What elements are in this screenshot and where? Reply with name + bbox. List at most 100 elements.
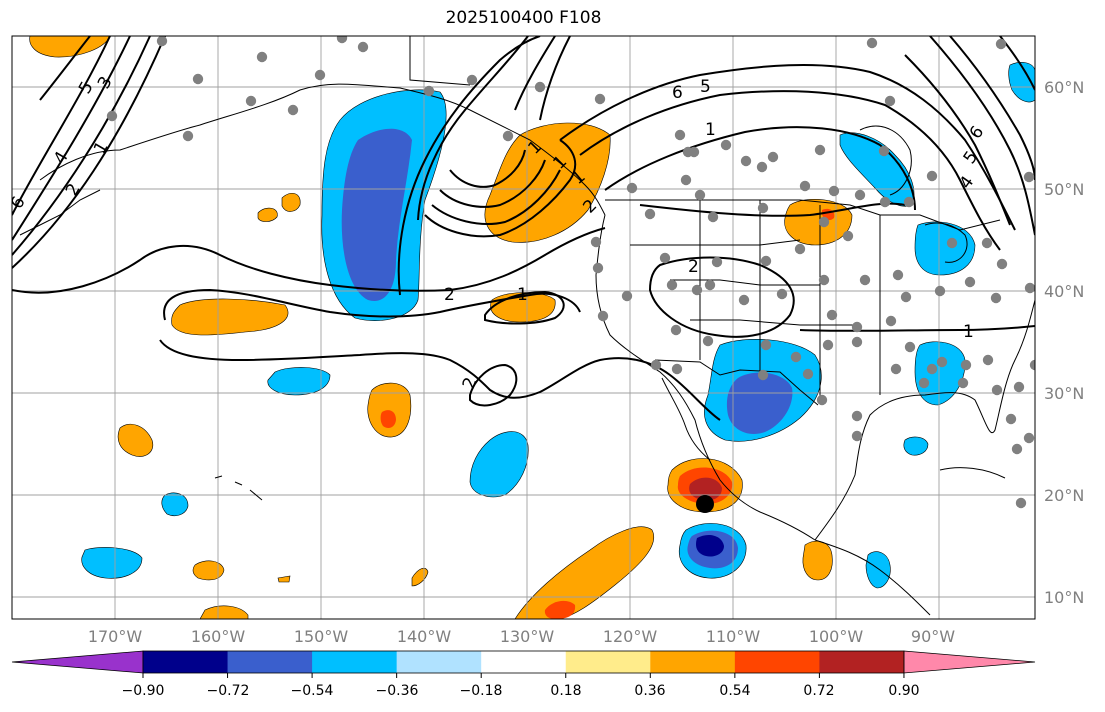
station-dot: [740, 155, 752, 167]
baja-coast: [661, 377, 711, 461]
contour-trough-3: [424, 139, 577, 238]
station-dot: [960, 359, 972, 371]
station-dot: [502, 130, 514, 142]
station-dot: [767, 151, 779, 163]
positive-anomaly-small-3: [192, 560, 225, 581]
station-dot: [314, 69, 326, 81]
station-dot: [644, 208, 656, 220]
anomaly-shading: [29, 36, 1035, 619]
station-dot: [1023, 432, 1035, 444]
station-dot: [1015, 497, 1027, 509]
contours: [12, 36, 1035, 421]
contour-label: 6: [672, 83, 683, 103]
map-title: 2025100400 F108: [445, 8, 602, 28]
cyclone-center-marker: [696, 495, 714, 513]
contour-trough-5: [439, 159, 546, 208]
colorbar-cell: [819, 651, 905, 673]
lon-label-140w: 140°W: [396, 627, 452, 646]
lat-label-40n: 40°N: [1044, 282, 1085, 301]
contour-east-5: [904, 54, 1011, 226]
station-dot: [981, 237, 993, 249]
station-dot: [760, 255, 772, 267]
graticule: [12, 36, 1035, 619]
negative-anomaly-central-america: [865, 551, 891, 589]
station-dot: [926, 170, 938, 182]
station-dot: [851, 410, 863, 422]
lon-label-120w: 120°W: [602, 627, 658, 646]
colorbar-tick: 0.90: [888, 683, 920, 699]
hudson-bay: [859, 125, 912, 196]
station-dot: [926, 363, 938, 375]
station-dot: [720, 139, 732, 151]
station-dot: [890, 363, 902, 375]
station-dot: [854, 189, 866, 201]
station-dot: [592, 262, 604, 274]
great-lakes: [924, 222, 968, 263]
station-dot: [1029, 359, 1035, 371]
station-dot: [885, 315, 897, 327]
station-dot: [996, 258, 1008, 270]
positive-anomaly-aleutian: [29, 36, 111, 58]
colorbar-tick: 0.54: [719, 683, 751, 699]
map-frame: [11, 35, 1036, 620]
contour-label: 1: [705, 120, 716, 140]
contour-ridge-1: [604, 126, 916, 211]
contour-trough-2: [417, 36, 529, 221]
contour-w-1: [12, 36, 111, 216]
station-dot: [904, 341, 916, 353]
station-dot: [851, 430, 863, 442]
station-dot: [182, 130, 194, 142]
contour-subtropic-low: [159, 339, 721, 421]
contour-east-3: [949, 36, 1035, 181]
contour-ridge-5: [579, 90, 1001, 251]
station-dot: [851, 336, 863, 348]
station-dot: [192, 73, 204, 85]
station-dot: [590, 236, 602, 248]
hawaii: [214, 475, 263, 501]
colorbar-extend-high: [903, 650, 1036, 674]
contour-w-5: [39, 36, 91, 101]
colorbar-tick: 0.36: [634, 683, 666, 699]
positive-anomaly-30n-140w-core: [380, 410, 396, 428]
lon-label-130w: 130°W: [499, 627, 555, 646]
station-dot: [738, 294, 750, 306]
station-dot: [156, 36, 168, 47]
station-dot: [879, 196, 891, 208]
station-dot: [995, 38, 1007, 50]
contour-trough-7: [514, 36, 556, 111]
colorbar-tick: −0.54: [290, 683, 334, 699]
alaska-yukon-border: [409, 36, 471, 86]
lon-label-110w: 110°W: [705, 627, 761, 646]
station-dot: [357, 41, 369, 53]
station-dot: [760, 339, 772, 351]
station-dot: [659, 252, 671, 264]
station-dot: [866, 37, 878, 49]
negative-anomaly-tropical-core: [696, 534, 724, 557]
station-dot: [790, 351, 802, 363]
colorbar-cell: [143, 651, 229, 673]
station-dot: [256, 51, 268, 63]
contour-w-3: [12, 36, 151, 256]
negative-anomaly-gulf: [914, 341, 966, 406]
contour-ridge-2: [648, 256, 795, 338]
station-dot: [936, 356, 948, 368]
station-dot: [918, 377, 930, 389]
positive-anomaly-small-1: [281, 192, 301, 212]
positive-anomaly-small-4: [199, 605, 249, 619]
station-dot: [711, 256, 723, 268]
station-dot: [946, 237, 958, 249]
station-dot: [423, 85, 435, 97]
contour-trough-4: [431, 169, 561, 226]
colorbar-frame: [142, 650, 905, 674]
station-dot: [597, 310, 609, 322]
station-dot: [106, 110, 118, 122]
positive-anomaly-small-2: [257, 207, 278, 222]
internal-border-2: [670, 279, 820, 286]
contour-label: 5: [700, 77, 711, 97]
positive-anomaly-east-pacific: [802, 540, 833, 581]
station-dot: [674, 129, 686, 141]
gulf-coast: [814, 299, 1035, 541]
station-dot: [822, 339, 834, 351]
station-dot: [990, 292, 1002, 304]
contour-ridge-inner-2: [639, 202, 906, 217]
